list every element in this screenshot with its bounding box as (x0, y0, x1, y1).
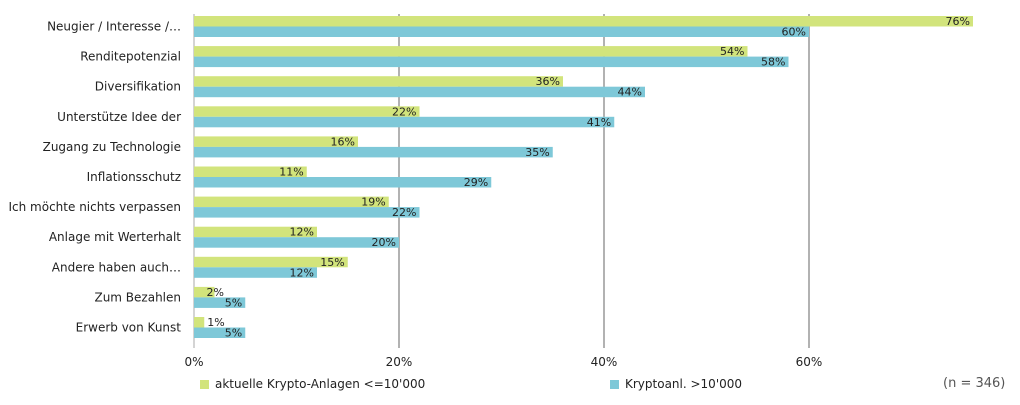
sample-size-note: (n = 346) (943, 376, 1005, 391)
x-axis-ticks: 0% 20% 40% 60% (184, 355, 822, 369)
category-label: Erwerb von Kunst (76, 321, 182, 335)
category-label: Neugier / Interesse /… (47, 20, 181, 34)
data-label-series-2: 22% (392, 206, 416, 219)
bar-series-1 (194, 16, 973, 27)
bar-series-1 (194, 197, 389, 208)
category-label: Ich möchte nichts verpassen (9, 200, 182, 214)
bar-series-2 (194, 147, 553, 158)
category-label: Zum Bezahlen (94, 290, 181, 304)
data-label-series-1: 15% (320, 256, 344, 269)
bar-group: 76% 60% 54% 58% 36% 44% 22% 41% 16% 35% 11% 29% 19% 2… (194, 15, 973, 340)
bar-series-2 (194, 117, 614, 128)
data-label-series-2: 44% (618, 86, 642, 99)
data-label-series-2: 5% (225, 296, 242, 309)
category-labels: Neugier / Interesse /… Renditepotenzial Di… (9, 20, 182, 335)
bar-series-1 (194, 106, 420, 117)
legend-label-series-2: Kryptoanl. >10'000 (625, 377, 742, 391)
bar-series-1 (194, 76, 563, 87)
data-label-series-1: 54% (720, 45, 744, 58)
data-label-series-1: 2% (207, 286, 224, 299)
data-label-series-2: 58% (761, 56, 785, 69)
legend-swatch-series-2 (610, 380, 619, 389)
data-label-series-1: 36% (536, 75, 560, 88)
legend-swatch-series-1 (200, 380, 209, 389)
data-label-series-2: 60% (782, 26, 806, 39)
bar-series-2 (194, 177, 491, 188)
data-label-series-1: 16% (331, 135, 355, 148)
data-label-series-1: 11% (279, 166, 303, 179)
data-label-series-2: 20% (372, 236, 396, 249)
data-label-series-1: 19% (361, 196, 385, 209)
data-label-series-2: 29% (464, 176, 488, 189)
category-label: Zugang zu Technologie (43, 140, 181, 154)
category-label: Inflationsschutz (87, 170, 181, 184)
data-label-series-1: 1% (207, 316, 224, 329)
data-label-series-1: 76% (946, 15, 970, 28)
x-tick-label-20: 20% (386, 355, 413, 369)
category-label: Anlage mit Werterhalt (49, 230, 181, 244)
bar-series-2 (194, 87, 645, 98)
data-label-series-2: 5% (225, 327, 242, 340)
legend-label-series-1: aktuelle Krypto-Anlagen <=10'000 (215, 377, 425, 391)
x-tick-label-60: 60% (796, 355, 823, 369)
data-label-series-1: 12% (290, 226, 314, 239)
x-tick-label-40: 40% (591, 355, 618, 369)
data-label-series-2: 35% (525, 146, 549, 159)
data-label-series-1: 22% (392, 105, 416, 118)
bar-chart: 76% 60% 54% 58% 36% 44% 22% 41% 16% 35% 11% 29% 19% 2… (0, 0, 1020, 370)
bar-series-2 (194, 27, 809, 38)
x-tick-label-0: 0% (184, 355, 203, 369)
legend-item-series-2: Kryptoanl. >10'000 (610, 377, 742, 391)
category-label: Unterstütze Idee der (57, 110, 181, 124)
category-label: Renditepotenzial (80, 50, 181, 64)
data-label-series-2: 41% (587, 116, 611, 129)
legend-item-series-1: aktuelle Krypto-Anlagen <=10'000 (200, 377, 425, 391)
category-label: Andere haben auch… (52, 260, 181, 274)
bar-series-2 (194, 237, 399, 248)
bar-series-2 (194, 207, 420, 218)
bar-series-2 (194, 57, 789, 68)
category-label: Diversifikation (95, 80, 181, 94)
bar-series-1 (194, 317, 204, 328)
bar-series-1 (194, 46, 748, 57)
data-label-series-2: 12% (290, 266, 314, 279)
